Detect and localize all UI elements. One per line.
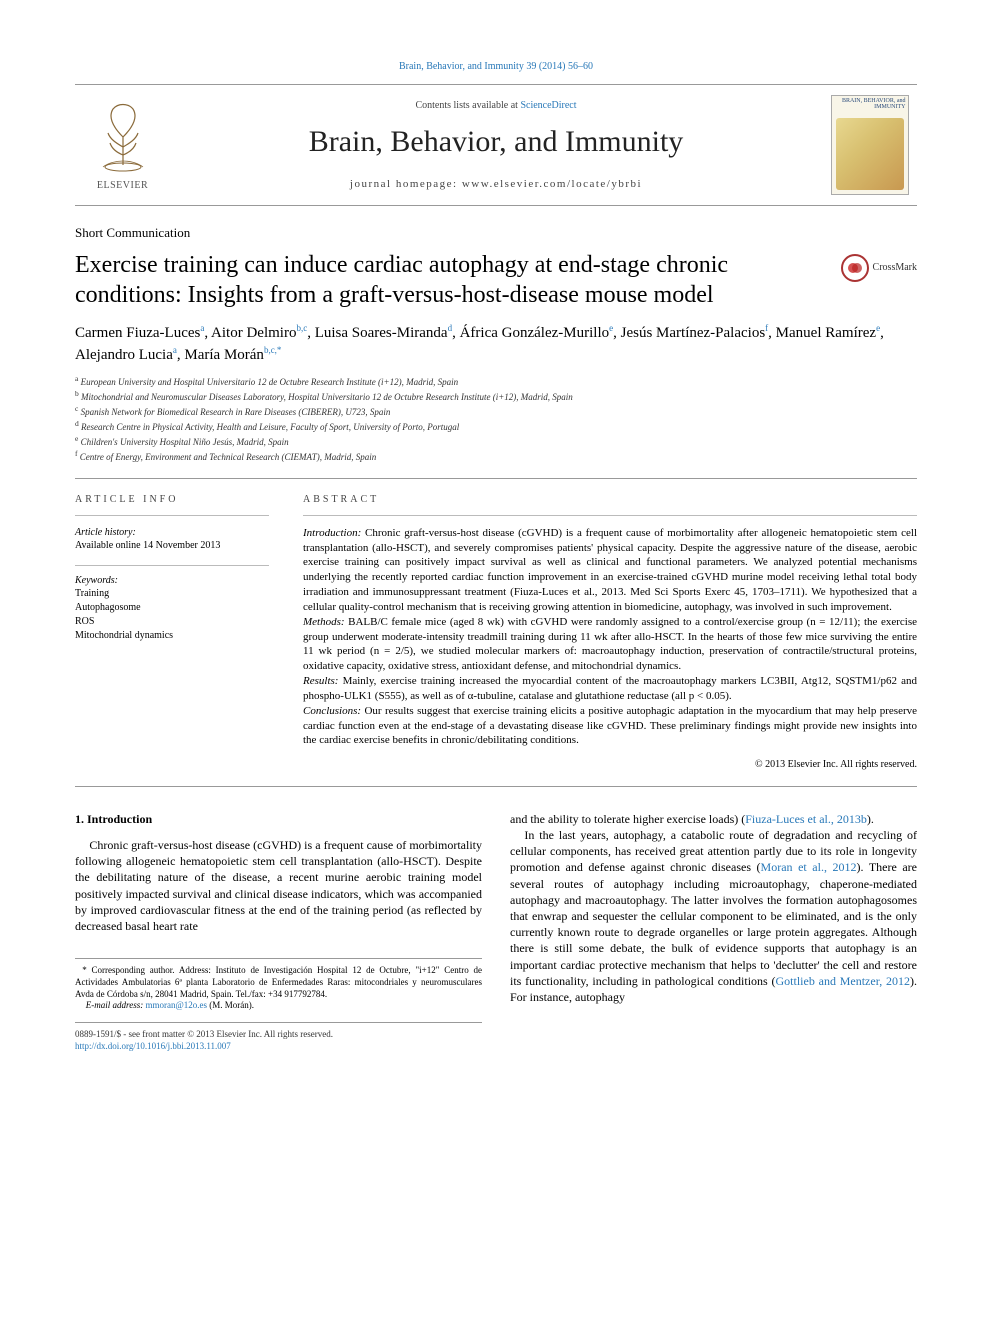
- p1b-pre: and the ability to tolerate higher exerc…: [510, 812, 745, 826]
- article-title: Exercise training can induce cardiac aut…: [75, 250, 821, 310]
- abs-methods-text: BALB/C female mice (aged 8 wk) with cGVH…: [303, 616, 917, 673]
- contents-available-line: Contents lists available at ScienceDirec…: [180, 99, 812, 113]
- body-p1a: Chronic graft-versus-host disease (cGVHD…: [75, 837, 482, 934]
- affiliation-item: b Mitochondrial and Neuromuscular Diseas…: [75, 389, 917, 404]
- article-info-column: ARTICLE INFO Article history: Available …: [75, 479, 285, 786]
- abstract-body: Introduction: Chronic graft-versus-host …: [303, 526, 917, 749]
- section-heading-introduction: 1. Introduction: [75, 811, 482, 827]
- issn-doi-block: 0889-1591/$ - see front matter © 2013 El…: [75, 1022, 482, 1052]
- email-label: E-mail address:: [86, 1000, 146, 1010]
- keyword-item: Autophagosome: [75, 601, 269, 615]
- p1b-post: ).: [867, 812, 874, 826]
- issn-line: 0889-1591/$ - see front matter © 2013 El…: [75, 1028, 482, 1040]
- abs-concl-text: Our results suggest that exercise traini…: [303, 705, 917, 747]
- header-center: Contents lists available at ScienceDirec…: [170, 93, 822, 198]
- body-two-columns: 1. Introduction Chronic graft-versus-hos…: [75, 811, 917, 1052]
- cite-fiuza-luces-2013b[interactable]: Fiuza-Luces et al., 2013b: [745, 812, 867, 826]
- keyword-item: ROS: [75, 615, 269, 629]
- keywords-list: TrainingAutophagosomeROSMitochondrial dy…: [75, 587, 269, 643]
- publisher-name: ELSEVIER: [97, 179, 148, 193]
- corr-email-suffix: (M. Morán).: [207, 1000, 254, 1010]
- doi-link[interactable]: http://dx.doi.org/10.1016/j.bbi.2013.11.…: [75, 1041, 231, 1051]
- corr-author-text: * Corresponding author. Address: Institu…: [75, 965, 482, 1000]
- cover-thumbnail-block: BRAIN, BEHAVIOR, and IMMUNITY: [822, 93, 917, 198]
- history-heading: Article history:: [75, 526, 269, 540]
- abstract-copyright: © 2013 Elsevier Inc. All rights reserved…: [303, 758, 917, 772]
- affiliation-item: a European University and Hospital Unive…: [75, 374, 917, 389]
- cite-gottlieb-mentzer-2012[interactable]: Gottlieb and Mentzer, 2012: [776, 974, 910, 988]
- body-p1b: and the ability to tolerate higher exerc…: [510, 811, 917, 827]
- crossmark-badge[interactable]: CrossMark: [841, 254, 917, 282]
- affiliation-item: c Spanish Network for Biomedical Researc…: [75, 404, 917, 419]
- abs-results-label: Results:: [303, 675, 338, 687]
- article-info-heading: ARTICLE INFO: [75, 493, 269, 516]
- homepage-url[interactable]: www.elsevier.com/locate/ybrbi: [462, 178, 642, 190]
- abs-methods-label: Methods:: [303, 616, 345, 628]
- body-p2: In the last years, autophagy, a cataboli…: [510, 827, 917, 1005]
- affiliation-item: f Centre of Energy, Environment and Tech…: [75, 449, 917, 464]
- citation-line: Brain, Behavior, and Immunity 39 (2014) …: [75, 60, 917, 74]
- abstract-column: ABSTRACT Introduction: Chronic graft-ver…: [285, 479, 917, 786]
- cite-moran-2012[interactable]: Moran et al., 2012: [761, 860, 857, 874]
- history-online-date: Available online 14 November 2013: [75, 539, 269, 553]
- abs-intro-label: Introduction:: [303, 527, 361, 539]
- author-list: Carmen Fiuza-Lucesa, Aitor Delmirob,c, L…: [75, 322, 917, 366]
- crossmark-icon: [841, 254, 869, 282]
- affiliation-item: d Research Centre in Physical Activity, …: [75, 419, 917, 434]
- affiliation-item: e Children's University Hospital Niño Je…: [75, 434, 917, 449]
- cover-label: BRAIN, BEHAVIOR, and IMMUNITY: [832, 98, 906, 110]
- contents-prefix: Contents lists available at: [415, 100, 520, 111]
- body-col-right: and the ability to tolerate higher exerc…: [510, 811, 917, 1052]
- p2-mid: ). There are several routes of autophagy…: [510, 860, 917, 987]
- elsevier-tree-icon: [88, 97, 158, 177]
- publisher-block: ELSEVIER: [75, 93, 170, 198]
- journal-name: Brain, Behavior, and Immunity: [180, 122, 812, 163]
- abs-results-text: Mainly, exercise training increased the …: [303, 675, 917, 702]
- abs-concl-label: Conclusions:: [303, 705, 361, 717]
- crossmark-label: CrossMark: [873, 261, 917, 275]
- cover-art: [836, 118, 904, 190]
- article-type-tag: Short Communication: [75, 224, 917, 242]
- journal-homepage-line: journal homepage: www.elsevier.com/locat…: [180, 177, 812, 192]
- corresponding-footnote: * Corresponding author. Address: Institu…: [75, 958, 482, 1012]
- corr-email-link[interactable]: mmoran@12o.es: [145, 1000, 207, 1010]
- keyword-item: Training: [75, 587, 269, 601]
- corr-email-line: E-mail address: mmoran@12o.es (M. Morán)…: [75, 1000, 482, 1012]
- citation-link[interactable]: Brain, Behavior, and Immunity 39 (2014) …: [399, 61, 593, 72]
- affiliation-list: a European University and Hospital Unive…: [75, 374, 917, 464]
- body-col-left: 1. Introduction Chronic graft-versus-hos…: [75, 811, 482, 1052]
- keyword-item: Mitochondrial dynamics: [75, 629, 269, 643]
- sciencedirect-link[interactable]: ScienceDirect: [520, 100, 576, 111]
- homepage-label: journal homepage:: [350, 178, 462, 190]
- abstract-heading: ABSTRACT: [303, 493, 917, 516]
- keywords-heading: Keywords:: [75, 565, 269, 588]
- journal-header-band: ELSEVIER Contents lists available at Sci…: [75, 84, 917, 207]
- abs-intro-text: Chronic graft-versus-host disease (cGVHD…: [303, 527, 917, 613]
- journal-cover-thumbnail: BRAIN, BEHAVIOR, and IMMUNITY: [831, 95, 909, 195]
